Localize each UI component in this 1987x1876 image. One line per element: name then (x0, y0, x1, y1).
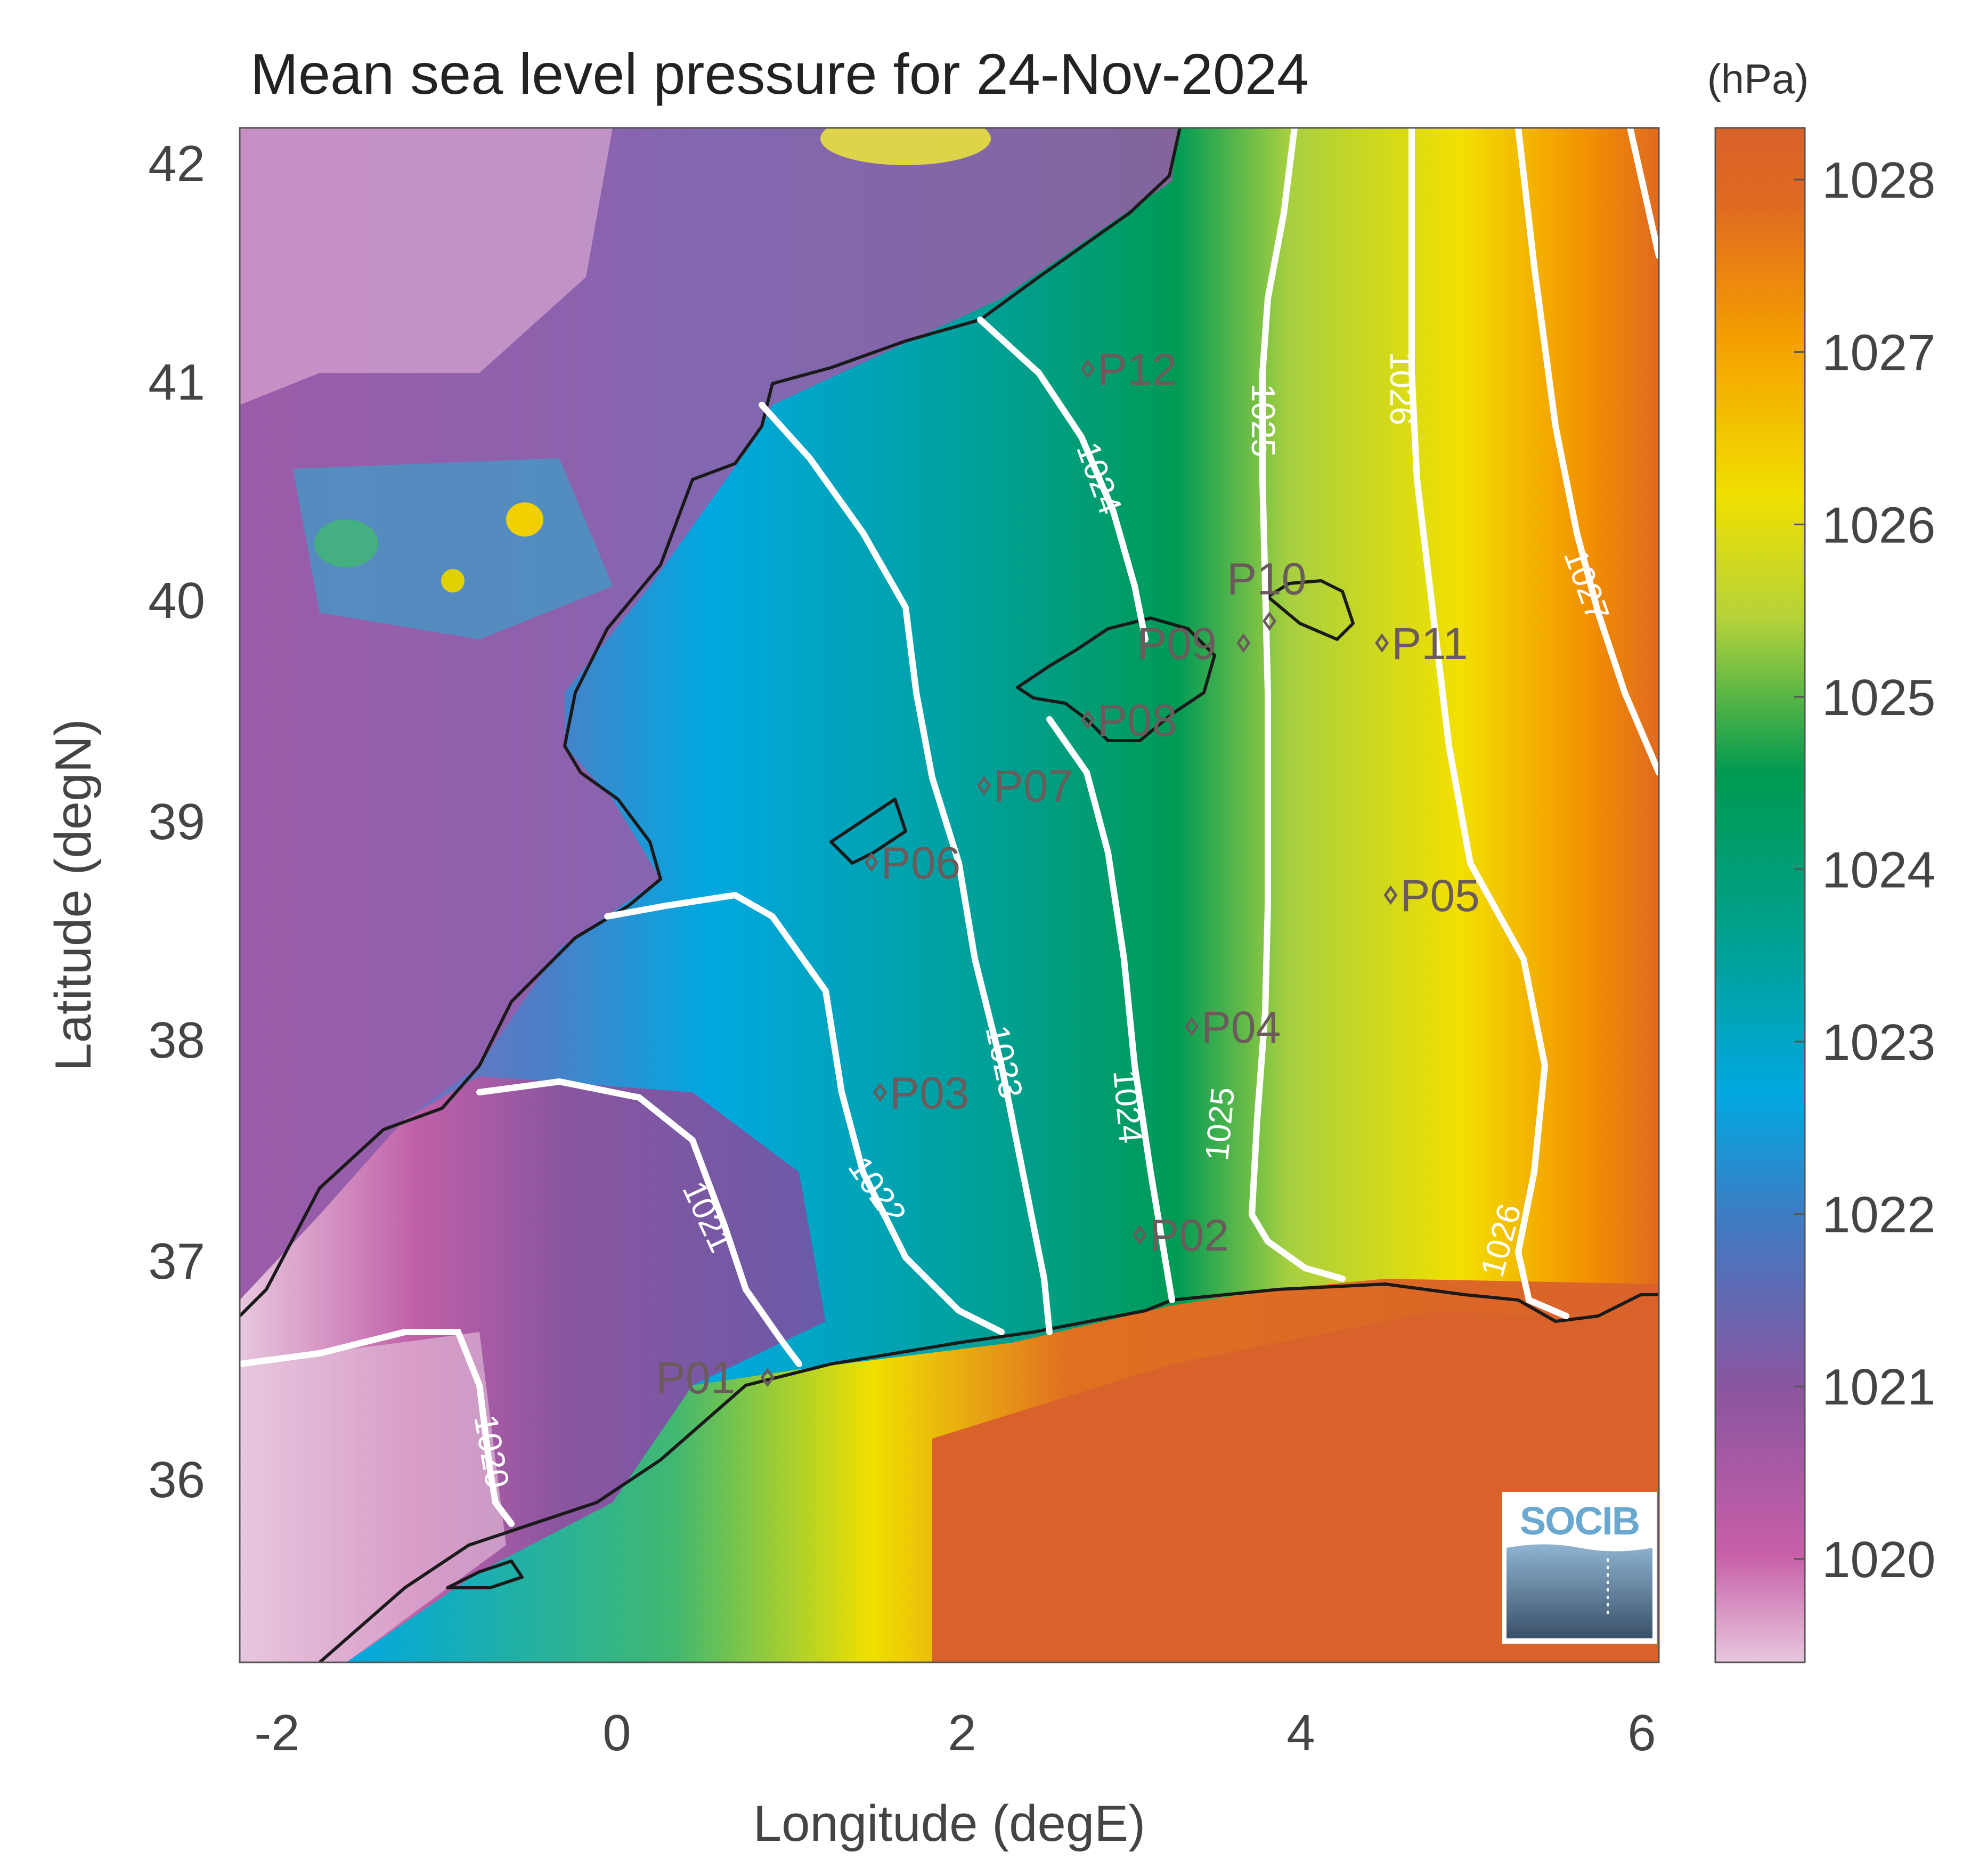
station-label: P01 (656, 1353, 735, 1403)
station-label: P12 (1097, 345, 1177, 395)
contour-1026 (1408, 128, 1569, 1319)
station-p03: P03 (873, 1068, 970, 1118)
contour-1025 (1248, 128, 1346, 1282)
coastline-africa (319, 1282, 1659, 1662)
y-axis-label: Latitude (degN) (45, 719, 102, 1071)
y-axis: 36 37 38 39 40 41 42 Latitude (degN) (45, 135, 205, 1508)
station-p02: P02 (1133, 1211, 1229, 1261)
colorbar-tick-label: 1024 (1822, 841, 1936, 898)
station-label: P08 (1097, 695, 1177, 745)
colorbar-tick-label: 1025 (1822, 669, 1936, 726)
colorbar-tick-label: 1027 (1822, 324, 1936, 381)
contour-1023 (759, 402, 1053, 1335)
coastline-ibiza (829, 798, 907, 865)
map-title: Mean sea level pressure for 24-Nov-2024 (250, 42, 1309, 106)
station-marker (1080, 710, 1095, 730)
y-tick: 41 (148, 354, 205, 411)
x-tick: 2 (948, 1704, 976, 1761)
x-tick: -2 (254, 1704, 299, 1761)
station-label: P07 (994, 761, 1073, 811)
iberia-land (240, 128, 1177, 1300)
colorbar-unit: (hPa) (1707, 55, 1809, 102)
station-p01: P01 (656, 1353, 775, 1403)
colorbar-tick-label: 1023 (1822, 1014, 1936, 1071)
y-tick: 37 (148, 1233, 205, 1290)
socib-logo-text: SOCIB (1520, 1499, 1639, 1543)
y-tick: 42 (148, 135, 205, 192)
colorbar-tick-label: 1028 (1822, 152, 1936, 209)
pressure-field (240, 128, 1659, 1662)
station-label: P05 (1400, 871, 1479, 921)
station-p12: P12 (1080, 345, 1177, 395)
colorbar-tick-label: 1021 (1822, 1359, 1936, 1416)
station-p11: P11 (1375, 619, 1468, 669)
coastlines (240, 128, 1659, 1662)
station-marker (1184, 1017, 1199, 1037)
y-tick: 38 (148, 1012, 205, 1069)
y-tick: 36 (148, 1451, 205, 1508)
x-tick: 4 (1286, 1704, 1315, 1761)
x-axis-label: Longitude (degE) (753, 1795, 1146, 1852)
station-label: P04 (1201, 1002, 1281, 1052)
contour-1022 (604, 891, 1005, 1335)
contour-1024 (977, 316, 1175, 1303)
colorbar-tick-label: 1026 (1822, 497, 1936, 554)
coastline-menorca (1266, 579, 1355, 641)
x-axis: -2 0 2 4 6 Longitude (degE) (254, 1704, 1656, 1852)
contour-1020 (240, 1329, 515, 1527)
station-label: P02 (1149, 1211, 1228, 1261)
station-p08: P08 (1080, 695, 1177, 745)
station-p05: P05 (1383, 871, 1480, 921)
contour-label: 1025 (1244, 384, 1281, 457)
station-marker (864, 852, 878, 872)
station-p04: P04 (1184, 1002, 1281, 1052)
station-marker (873, 1082, 887, 1102)
contour-1021 (476, 1078, 802, 1367)
station-p10: P10 (1227, 554, 1306, 631)
pressure-contours (240, 128, 1659, 1527)
contour-1027 (1515, 128, 1659, 776)
y-tick: 40 (148, 572, 205, 629)
station-marker (1383, 885, 1398, 905)
station-p06: P06 (864, 838, 960, 888)
y-tick: 39 (148, 793, 205, 850)
coastline-mallorca (1016, 616, 1216, 742)
station-label: P03 (890, 1068, 969, 1118)
station-p09: P09 (1137, 619, 1251, 669)
coastline-iberia (240, 128, 1182, 1318)
colorbar-tick-label: 1020 (1822, 1531, 1936, 1588)
station-marker (1375, 633, 1389, 653)
station-p07: P07 (976, 761, 1073, 811)
contour-label: 1025 (1199, 1086, 1242, 1162)
x-tick: 6 (1627, 1704, 1656, 1761)
colorbar-gradient (1714, 127, 1806, 1663)
station-label: P06 (881, 838, 960, 888)
station-marker (1262, 611, 1277, 631)
contour-label: 1026 (1383, 352, 1420, 425)
contour-label: 1024 (1106, 1068, 1149, 1144)
station-label: P10 (1227, 554, 1306, 604)
station-marker (1236, 633, 1251, 653)
colorbar: (hPa) 1020 1021 1022 1023 1024 1025 1026 1027 10… (1707, 55, 1936, 1663)
plot-frame (239, 127, 1660, 1663)
station-marker (1133, 1225, 1147, 1245)
station-marker (760, 1367, 775, 1387)
station-marker (1080, 359, 1095, 379)
colorbar-tick-label: 1022 (1822, 1187, 1936, 1244)
x-tick: 0 (602, 1704, 631, 1761)
station-label: P11 (1391, 619, 1468, 669)
socib-logo: SOCIB (1502, 1492, 1657, 1644)
station-label: P09 (1137, 619, 1216, 669)
station-marker (976, 775, 991, 795)
